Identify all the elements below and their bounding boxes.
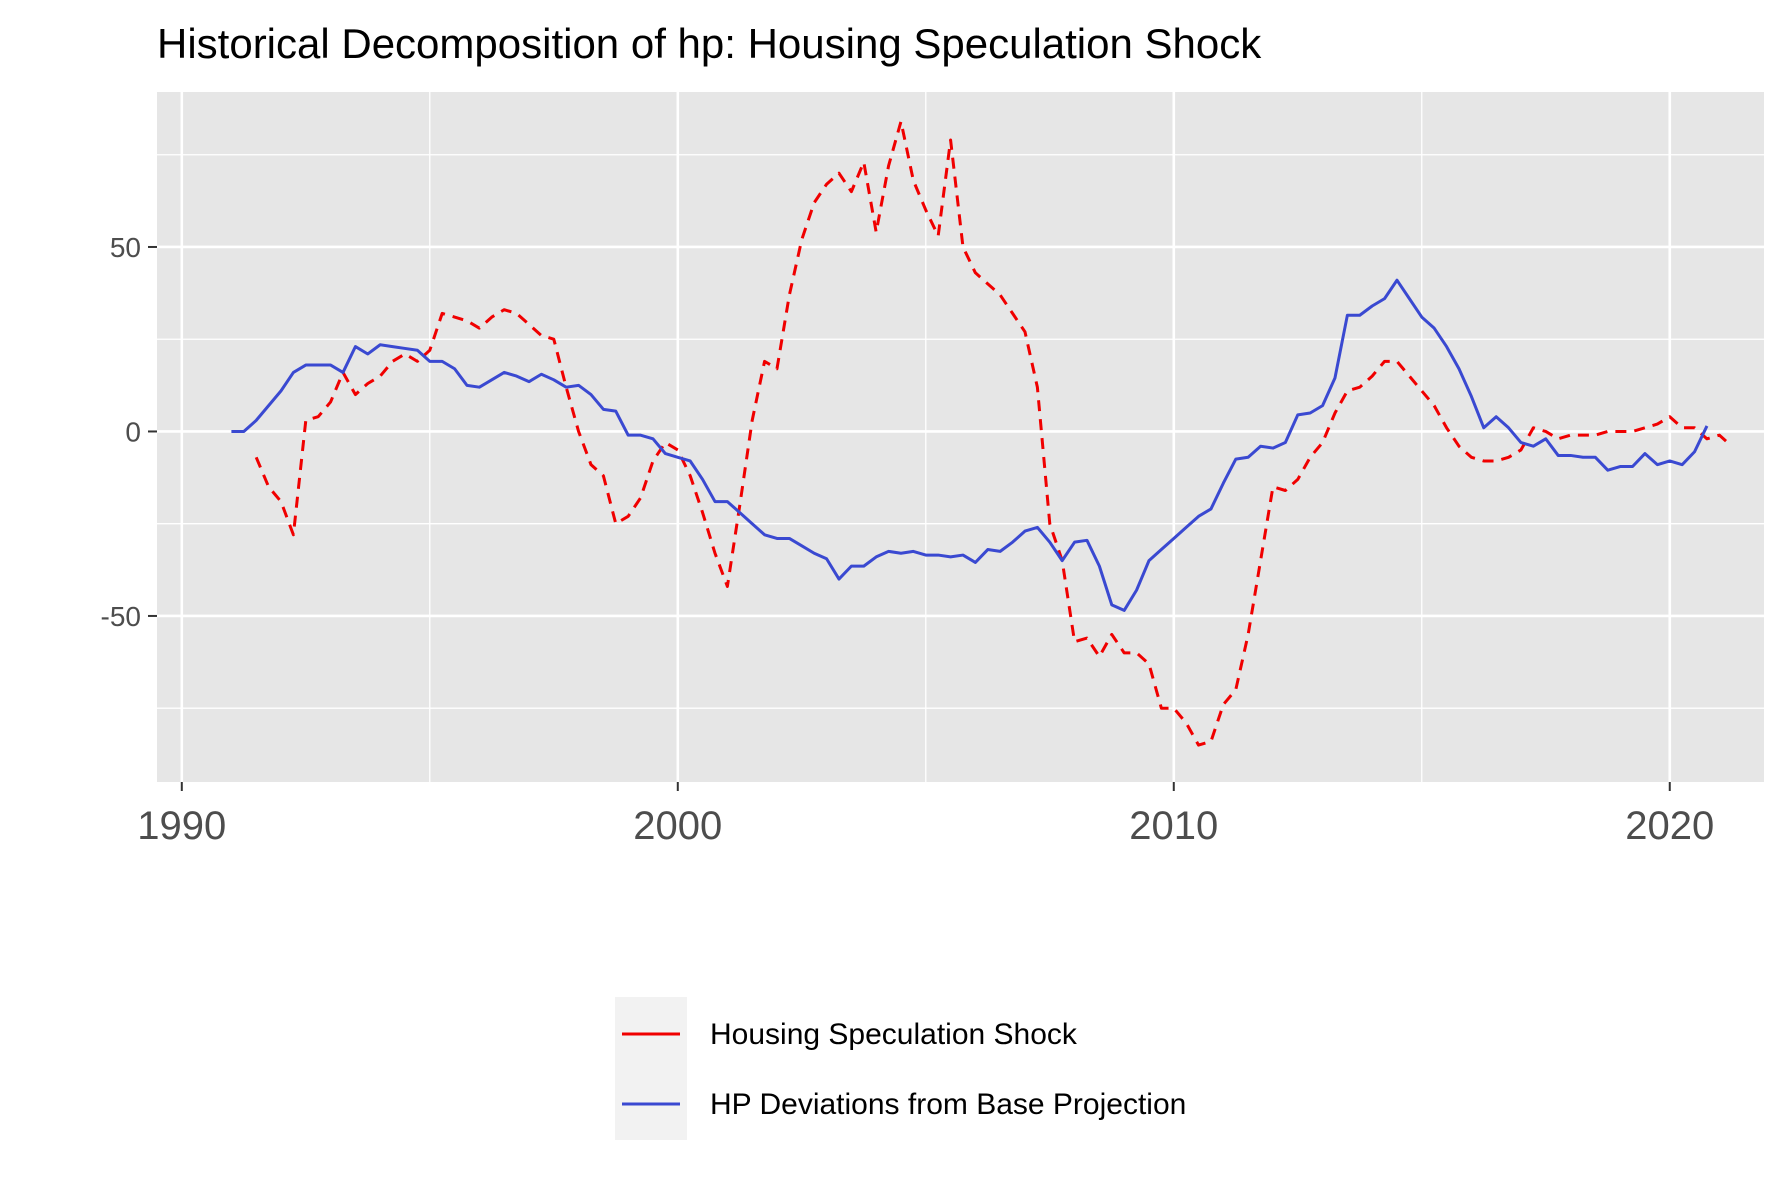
series-layer (231, 120, 1733, 747)
plot-panel (157, 92, 1764, 782)
series-line-housing-speculation-shock (254, 120, 1733, 747)
legend-label-housing-speculation-shock: Housing Speculation Shock (710, 1018, 1078, 1051)
y-tick-label: -50 (101, 601, 141, 632)
y-tick-label: 0 (125, 416, 141, 447)
legend-background (615, 997, 687, 1140)
series-line-hp-deviations (231, 278, 1709, 612)
legend: Housing Speculation Shock HP Deviations … (615, 997, 1186, 1140)
x-tick-label: 2000 (633, 804, 722, 848)
x-tick-label: 2010 (1129, 804, 1218, 848)
x-axis: 1990 2000 2010 2020 (137, 782, 1714, 848)
x-tick-label: 1990 (137, 804, 226, 848)
y-axis: -50 0 50 (101, 232, 157, 632)
x-tick-label: 2020 (1625, 804, 1714, 848)
chart-title: Historical Decomposition of hp: Housing … (157, 20, 1262, 67)
legend-label-hp-deviations: HP Deviations from Base Projection (710, 1088, 1186, 1121)
y-tick-label: 50 (110, 232, 141, 263)
grid-major (157, 92, 1764, 782)
